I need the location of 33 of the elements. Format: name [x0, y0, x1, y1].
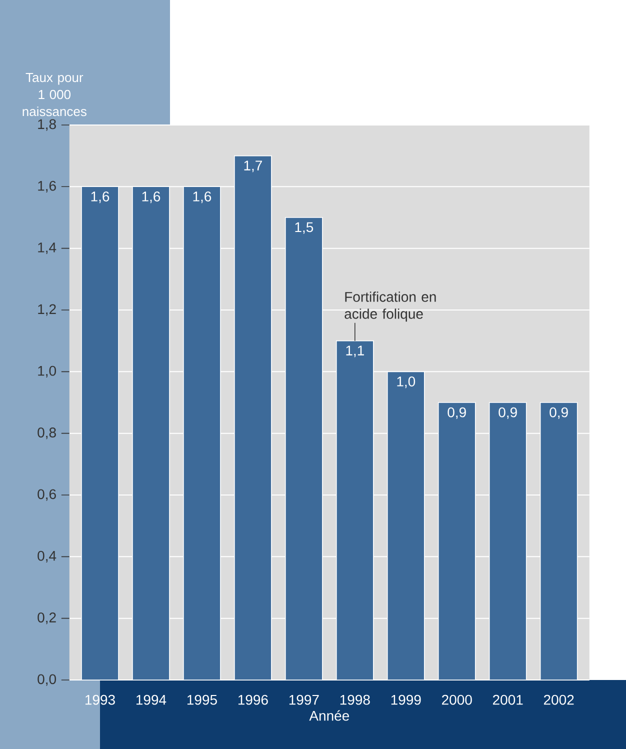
data-label: 1,5 [295, 222, 314, 234]
data-label: 0,9 [550, 407, 568, 419]
x-axis-title: Année [309, 710, 350, 721]
x-tick-label: 1996 [238, 694, 268, 705]
x-tick-label: 1997 [289, 694, 319, 705]
data-label: 1,0 [397, 376, 416, 388]
y-tick-label: 0,2 [38, 612, 56, 624]
y-tick-label: 0,6 [38, 489, 56, 501]
x-tick-label: 1994 [136, 694, 166, 705]
data-label: 1,6 [142, 192, 160, 204]
y-tick-label: 1,8 [38, 119, 56, 131]
x-tick-label: 1999 [391, 694, 421, 705]
annotation: Fortification en acide folique [344, 292, 436, 322]
x-tick-label: 2000 [442, 694, 472, 705]
data-label: 1,1 [346, 346, 364, 358]
y-tick-label: 1,0 [38, 366, 56, 378]
data-label: 0,9 [448, 407, 466, 419]
data-label: 0,9 [498, 407, 517, 419]
x-tick-label: 2002 [544, 694, 574, 705]
y-tick-label: 0,0 [38, 674, 56, 686]
y-tick-label: 1,2 [38, 304, 56, 316]
x-tick-label: 2001 [492, 694, 523, 705]
data-label: 1,6 [91, 192, 110, 204]
y-tick-label: 0,8 [38, 428, 56, 440]
x-tick-label: 1998 [340, 694, 370, 705]
y-axis-title: Taux pour 1 000 naissances [22, 73, 86, 116]
x-tick-label: 1995 [187, 694, 217, 705]
data-label: 1,6 [193, 192, 212, 204]
y-tick-label: 1,4 [38, 242, 56, 254]
data-label: 1,7 [244, 160, 262, 172]
y-tick-label: 1,6 [38, 180, 56, 192]
x-tick-label: 1993 [85, 694, 115, 705]
y-tick-label: 0,4 [38, 550, 56, 562]
